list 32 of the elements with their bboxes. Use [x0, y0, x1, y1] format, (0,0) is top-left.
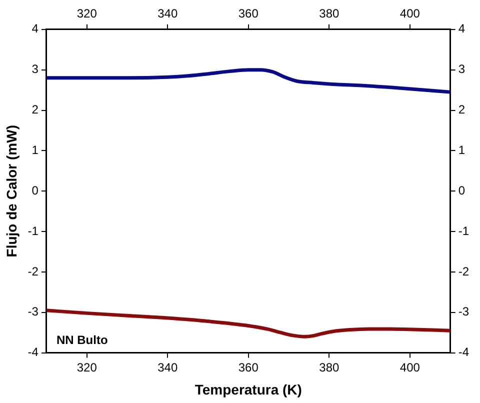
- annotation: NN Bulto: [56, 333, 108, 348]
- y2-tick-label: 1: [458, 142, 466, 157]
- y2-tick-label: 4: [458, 22, 466, 36]
- y-tick-label: 1: [32, 142, 39, 157]
- y-tick-label: 4: [32, 22, 39, 36]
- x-tick-label: 380: [319, 360, 340, 374]
- y-tick-label: -4: [28, 345, 39, 360]
- y-tick-label: -3: [28, 304, 39, 319]
- x-tick-label: 360: [238, 360, 259, 374]
- y-axis-title: Flujo de Calor (mW): [3, 124, 20, 258]
- x-axis-title: Temperatura (K): [194, 381, 302, 398]
- y-tick-label: 3: [32, 62, 39, 76]
- x-tick-label: 340: [158, 360, 178, 374]
- x-tick-label: 320: [76, 360, 98, 374]
- x2-tick-label: 340: [158, 6, 178, 21]
- y-tick-label: -2: [28, 264, 39, 278]
- x2-tick-label: 380: [319, 6, 340, 21]
- y2-tick-label: -2: [458, 264, 470, 278]
- x2-tick-label: 400: [400, 6, 420, 21]
- y2-tick-label: 3: [458, 62, 466, 76]
- y-tick-label: 0: [32, 183, 39, 198]
- y2-tick-label: 2: [458, 102, 466, 117]
- y2-tick-label: 0: [458, 183, 466, 198]
- line-series: [46, 68, 450, 94]
- y-tick-label: -1: [28, 224, 39, 238]
- x2-tick-label: 360: [238, 6, 259, 21]
- y-tick-label: 2: [32, 102, 39, 117]
- y2-tick-label: -1: [458, 224, 470, 238]
- x2-tick-label: 320: [76, 6, 98, 21]
- x-tick-label: 400: [400, 360, 420, 374]
- y2-tick-label: -3: [458, 304, 470, 319]
- y2-tick-label: -4: [458, 345, 470, 360]
